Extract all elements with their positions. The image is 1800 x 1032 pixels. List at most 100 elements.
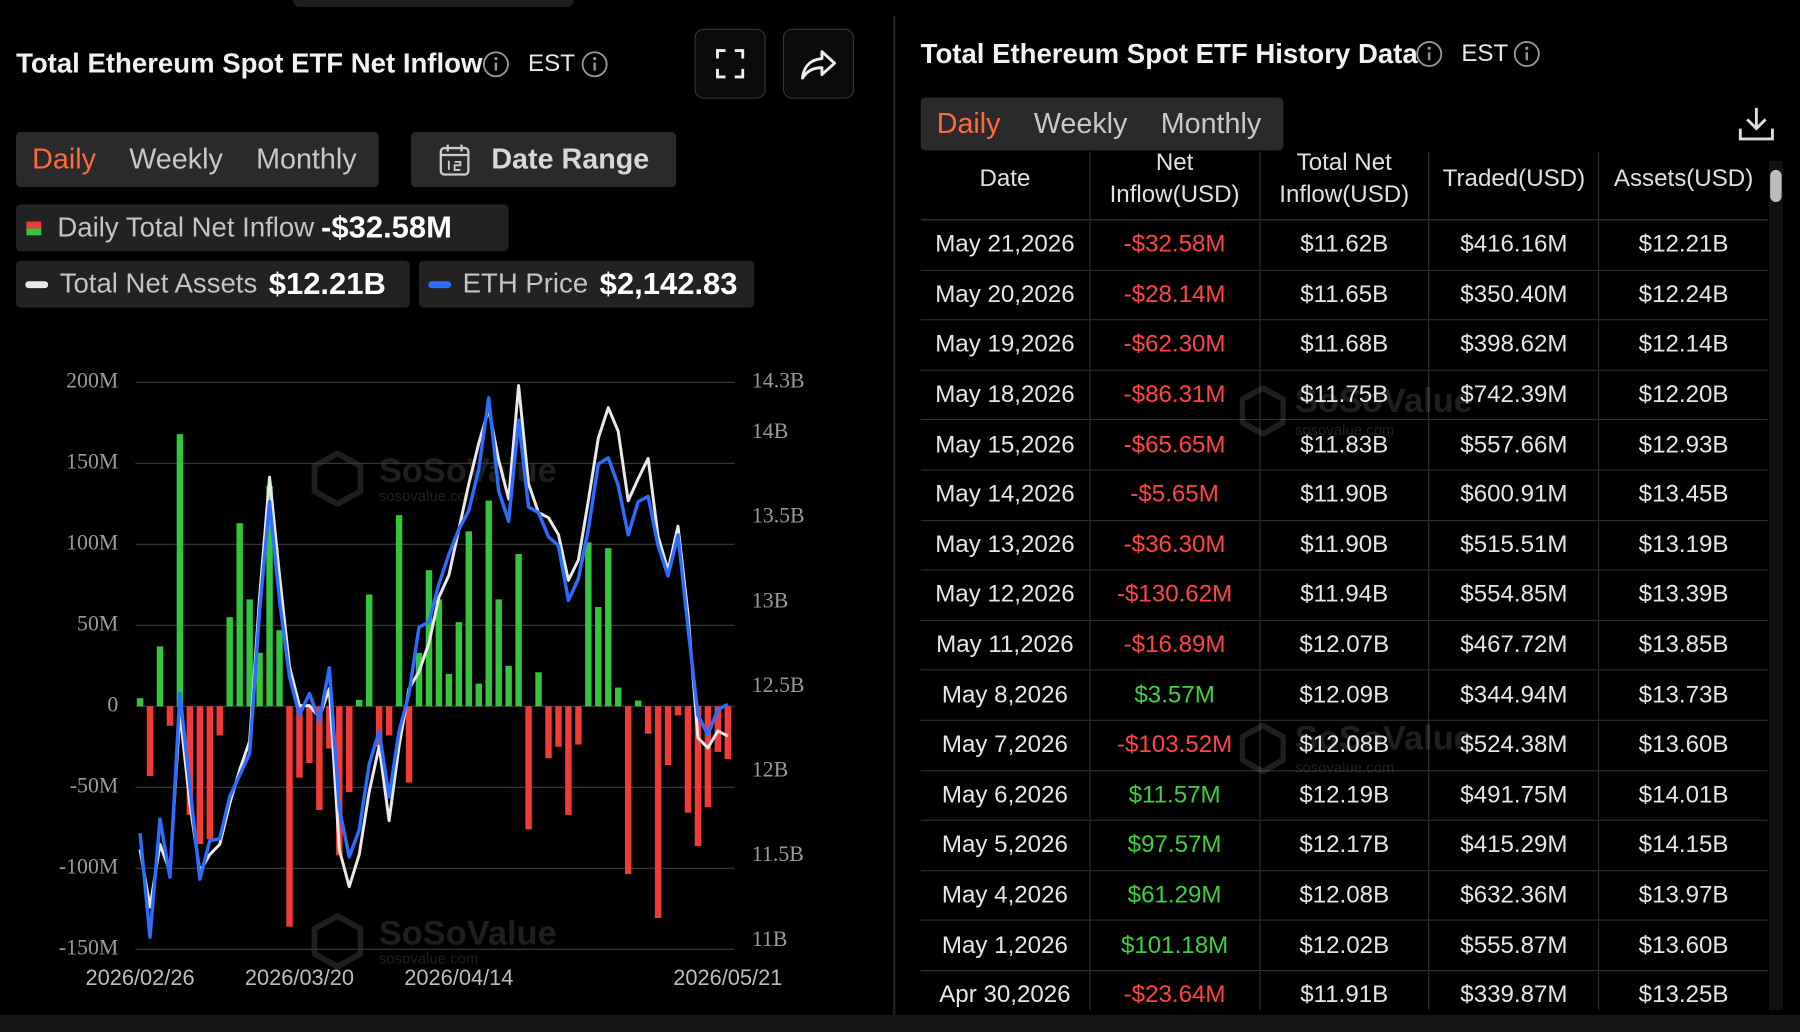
y-tick-label: -150M [59,935,118,959]
bar [624,706,632,875]
bar [156,646,164,707]
scrollbar-thumb[interactable] [1770,169,1782,203]
tab-bar: Daily Weekly Monthly [16,132,379,188]
bar [714,706,722,752]
table-cell: -$65.65M [1090,420,1260,470]
bar [296,706,303,778]
y2-tick-label: 13B [752,588,788,612]
tab-bar: Daily Weekly Monthly [920,97,1284,151]
legend-swatch [25,280,49,288]
table-cell: $12.14B [1638,331,1729,358]
fullscreen-button[interactable] [694,28,766,99]
header-text: Assets(USD) [1613,164,1754,192]
table-row: May 21,2026 -$32.58M $11.62B $416.16M $12.21… [920,220,1768,271]
bar [654,706,662,918]
panel-title: Total Ethereum Spot ETF Net Inflow [16,48,483,80]
table-cell: May 4,2026 [921,870,1091,920]
watermark: SoSoValue sosovalue.com [1239,720,1473,776]
legend-label: ETH Price [462,268,589,300]
table-cell: $13.45B [1638,481,1729,508]
y2-tick-label: 14B [752,419,788,443]
bar [216,706,223,736]
header-cell: Assets(USD) [1599,152,1768,220]
table-cell: $61.29M [1090,870,1260,920]
table-cell: $13.19B [1638,531,1729,558]
table-cell: $13.73B [1638,681,1729,708]
table-row: May 11,2026 -$16.89M $12.07B $467.72M $13.85… [920,620,1768,671]
table-cell: -$23.64M [1090,971,1260,1011]
bar [664,706,672,766]
y-tick-label: -100M [59,854,118,878]
bar [704,706,712,808]
table-cell: $12.24B [1638,281,1729,308]
table-cell: May 21,2026 [921,220,1091,270]
table-cell: $11.57M [1090,770,1260,820]
table-cell: $12.21B [1638,231,1729,258]
y-tick-label: -50M [70,773,118,797]
header-text: Total Net [1296,151,1392,176]
info-icon[interactable] [1415,40,1443,68]
table-cell: -$5.65M [1090,470,1260,520]
table-cell: $398.62M [1430,320,1600,370]
date-range-button[interactable]: Date Range [410,132,677,188]
x-tick-label: 2026/04/14 [404,965,513,990]
table-cell: Apr 30,2026 [921,971,1091,1011]
bar [535,672,542,707]
bar [256,652,263,707]
header-text: Net [1155,151,1194,176]
table-cell: $11.83B [1260,420,1430,470]
info-icon[interactable] [482,51,510,79]
table-cell: $12.07B [1260,620,1430,670]
watermark: SoSoValue sosovalue.com [1239,382,1473,439]
watermark: SoSoValue [379,915,557,953]
table-body: Date Net Inflow(USD) Total Net Inflow(USD) Tr… [920,151,1768,1011]
watermark-brand: SoSoValue [1294,382,1473,421]
table-cell: $11.90B [1260,520,1430,570]
bar [346,706,353,793]
table-row: May 1,2026 $101.18M $12.02B $555.87M $13.60B [920,921,1768,972]
table-cell: $416.16M [1430,220,1600,270]
bar [634,700,642,707]
tab[interactable]: Weekly [129,142,223,176]
table-cell: $12.08B [1260,870,1430,920]
bar [146,706,154,776]
legend-label: Daily Total Net Inflow [57,211,315,243]
scrollbar-track [1769,160,1783,1011]
tab[interactable]: Daily [936,107,1001,140]
share-button[interactable] [782,28,855,99]
table-cell: May 15,2026 [921,420,1091,470]
table-cell: $12.20B [1638,381,1729,408]
info-icon[interactable] [581,51,609,79]
bar [415,652,423,707]
y-tick-label: 150M [66,449,118,473]
bar [385,706,393,736]
bar [206,706,213,840]
bar [525,706,532,830]
table-cell: $632.36M [1430,870,1600,920]
table-cell: May 6,2026 [921,770,1091,820]
tab[interactable]: Weekly [1033,107,1128,140]
tab[interactable]: Monthly [256,142,357,176]
bottom-strip [0,1014,1800,1032]
bar [684,706,692,813]
tab[interactable]: Monthly [1160,107,1262,140]
legend-swatch [26,220,42,235]
bar [186,706,194,815]
table-cell: $11.94B [1260,570,1430,620]
table-row: May 12,2026 -$130.62M $11.94B $554.85M $13.3… [920,570,1768,621]
table-cell: $11.75B [1260,370,1430,420]
table-cell: May 13,2026 [921,520,1091,570]
bar [495,599,502,707]
info-icon[interactable] [1513,40,1541,68]
bar [375,706,383,747]
bar [166,706,174,726]
table-cell: $11.91B [1260,971,1430,1011]
download-button[interactable] [1736,103,1777,144]
line [138,396,729,939]
table-row: May 18,2026 -$86.31M $11.75B $742.39M $12.20… [920,370,1768,421]
tab[interactable]: Daily [32,142,96,176]
table-cell: -$16.89M [1090,620,1260,670]
table-cell: $554.85M [1430,570,1600,620]
bar [236,523,243,707]
